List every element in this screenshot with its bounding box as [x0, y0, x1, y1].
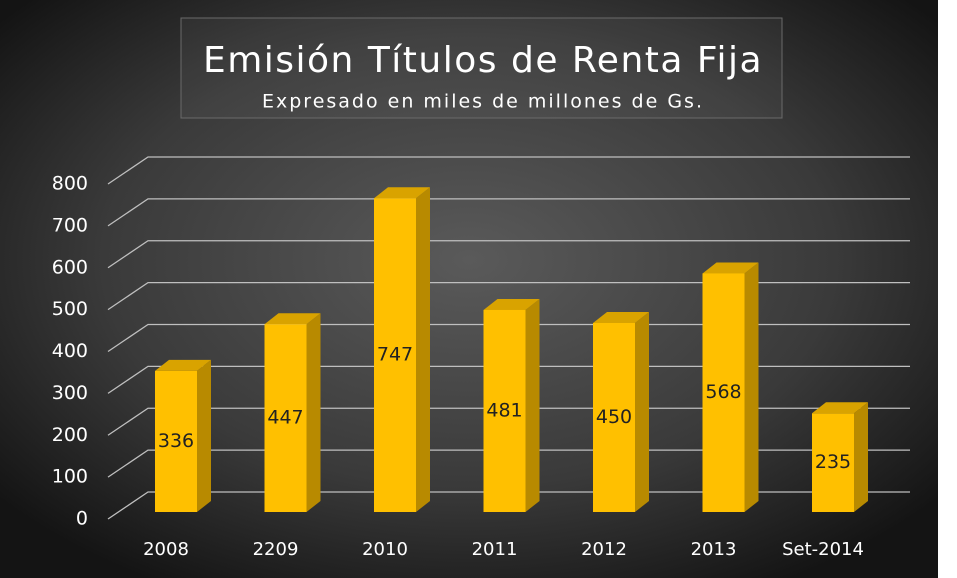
y-tick-label: 200 — [52, 424, 88, 446]
data-label: 450 — [596, 406, 632, 428]
x-tick-label: 2010 — [362, 539, 408, 560]
data-label: 447 — [267, 407, 303, 429]
y-tick-label: 700 — [52, 214, 88, 236]
x-tick-label: 2012 — [581, 539, 627, 560]
y-tick-label: 100 — [52, 466, 88, 488]
bar — [264, 324, 307, 512]
grid-line — [107, 491, 910, 520]
bar-side — [197, 359, 211, 512]
chart-title: Emisión Títulos de Renta Fija — [203, 40, 763, 81]
bar — [155, 370, 197, 512]
bar-top — [702, 262, 759, 274]
grid-line — [107, 240, 910, 269]
data-label: 336 — [158, 430, 194, 452]
x-tick-label: Set-2014 — [782, 539, 864, 560]
grid-line — [107, 281, 910, 311]
bar-side — [525, 298, 540, 512]
title-box — [180, 17, 783, 119]
chart-subtitle: Expresado en miles de millones de Gs. — [262, 91, 704, 113]
bar-side — [854, 402, 868, 512]
grid-line — [107, 407, 910, 436]
bar-top — [483, 298, 540, 310]
data-label: 568 — [705, 381, 741, 403]
data-label: 235 — [815, 451, 851, 473]
bar — [812, 413, 854, 512]
x-tick-label: 2011 — [472, 539, 518, 560]
y-tick-label: 400 — [52, 340, 88, 362]
grid-line — [107, 198, 910, 227]
bar-side — [635, 312, 649, 512]
x-tick-label: 2008 — [143, 539, 189, 560]
bar-top — [155, 359, 211, 371]
y-tick-label: 500 — [52, 298, 88, 320]
y-tick-label: 600 — [52, 256, 88, 278]
x-tick-label: 2209 — [253, 539, 299, 560]
bar-top — [264, 313, 321, 325]
data-label: 747 — [377, 344, 413, 366]
grid-line — [107, 156, 910, 185]
bar-top — [374, 187, 430, 199]
bar — [483, 309, 526, 512]
bar-side — [306, 313, 321, 512]
y-tick-label: 0 — [76, 508, 88, 530]
bar — [702, 273, 745, 512]
bar — [374, 198, 416, 512]
bar-top — [593, 312, 649, 323]
data-label: 481 — [486, 399, 522, 421]
grid-line — [107, 449, 910, 478]
grid-line — [107, 365, 910, 394]
x-tick-label: 2013 — [691, 539, 737, 560]
y-tick-label: 300 — [52, 382, 88, 404]
bar-side — [744, 262, 759, 512]
bar-side — [416, 187, 430, 512]
y-tick-label: 800 — [52, 173, 88, 195]
bar — [593, 323, 635, 512]
bar-top — [812, 402, 868, 414]
grid-line — [107, 323, 910, 353]
